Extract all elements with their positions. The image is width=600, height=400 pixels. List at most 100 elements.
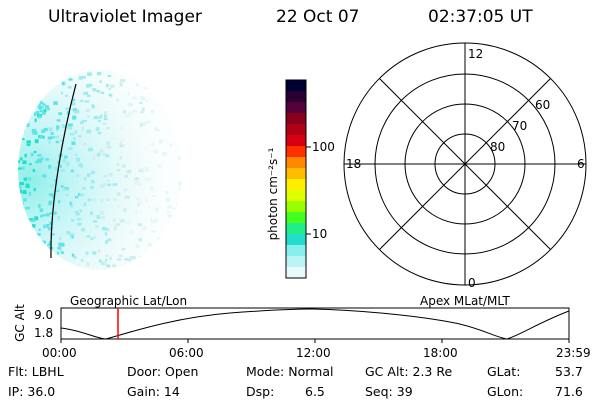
emission-speckle <box>124 195 130 199</box>
emission-speckle <box>79 209 82 213</box>
emission-speckle <box>35 111 40 115</box>
emission-speckle <box>36 233 41 237</box>
emission-speckle <box>159 139 163 144</box>
emission-speckle <box>85 251 89 255</box>
emission-speckle <box>145 198 148 202</box>
time-display: 02:37:05 UT <box>428 7 533 27</box>
emission-speckle <box>128 258 132 262</box>
emission-speckle <box>71 219 74 222</box>
emission-speckle <box>129 230 133 235</box>
emission-speckle <box>108 93 113 96</box>
emission-speckle <box>88 147 93 152</box>
emission-speckle <box>129 103 133 106</box>
emission-speckle <box>106 179 110 182</box>
emission-speckle <box>118 254 123 257</box>
emission-speckle <box>42 135 45 139</box>
emission-speckle <box>87 72 92 76</box>
emission-speckle <box>78 135 82 138</box>
status-ip: IP: 36.0 <box>8 384 56 399</box>
emission-speckle <box>25 206 30 210</box>
emission-speckle <box>132 109 137 113</box>
emission-speckle <box>119 156 122 160</box>
emission-speckle <box>89 185 94 189</box>
emission-speckle <box>106 264 111 268</box>
status-glon-label: GLon: <box>487 384 524 399</box>
emission-speckle <box>43 224 46 229</box>
date-display: 22 Oct 07 <box>276 7 360 27</box>
emission-speckle <box>37 154 42 157</box>
emission-speckle <box>40 214 43 218</box>
emission-speckle <box>79 193 84 197</box>
emission-speckle <box>116 258 122 261</box>
emission-speckle <box>23 177 28 181</box>
status-glat-label: GLat: <box>487 364 521 379</box>
emission-speckle <box>43 109 47 113</box>
emission-speckle <box>41 112 46 115</box>
emission-speckle <box>154 218 159 222</box>
emission-speckle <box>101 261 107 266</box>
emission-speckle <box>34 139 39 144</box>
emission-speckle <box>25 183 30 188</box>
emission-speckle <box>133 179 139 184</box>
colorbar-swatch <box>286 256 306 268</box>
emission-speckle <box>135 244 140 248</box>
timeline-ytick-bottom: 1.8 <box>34 326 54 340</box>
emission-speckle <box>55 140 59 144</box>
emission-speckle <box>56 125 60 130</box>
emission-speckle <box>100 184 103 188</box>
emission-speckle <box>38 228 41 231</box>
emission-speckle <box>48 127 53 132</box>
emission-speckle <box>109 94 113 98</box>
emission-speckle <box>166 210 170 213</box>
emission-speckle <box>127 91 130 96</box>
polar-lat-60: 60 <box>535 98 551 112</box>
emission-speckle <box>80 164 84 168</box>
emission-speckle <box>82 119 87 122</box>
emission-speckle <box>137 223 143 227</box>
emission-speckle <box>46 225 49 229</box>
emission-speckle <box>70 101 76 106</box>
status-dsp-value: 6.5 <box>305 384 325 399</box>
emission-speckle <box>106 145 112 149</box>
emission-speckle <box>121 164 126 168</box>
emission-speckle <box>71 235 74 239</box>
emission-speckle <box>51 194 55 198</box>
emission-speckle <box>80 99 84 103</box>
emission-speckle <box>90 211 93 215</box>
emission-speckle <box>26 140 31 144</box>
emission-speckle <box>124 257 129 262</box>
colorbar-swatch <box>286 234 306 246</box>
colorbar-swatch <box>286 91 306 103</box>
emission-speckle <box>47 136 53 140</box>
emission-speckle <box>138 102 143 105</box>
emission-speckle <box>100 149 104 153</box>
emission-speckle <box>39 110 43 113</box>
emission-speckle <box>141 226 147 230</box>
emission-speckle <box>31 128 37 133</box>
polar-lat-70: 70 <box>512 119 528 133</box>
emission-speckle <box>95 224 99 229</box>
emission-speckle <box>150 142 155 146</box>
emission-speckle <box>152 195 155 198</box>
emission-speckle <box>31 224 36 228</box>
emission-speckle <box>150 217 153 221</box>
emission-speckle <box>41 174 45 177</box>
emission-speckle <box>29 163 32 166</box>
emission-speckle <box>144 178 148 182</box>
emission-speckle <box>108 173 113 177</box>
emission-speckle <box>33 187 36 192</box>
emission-speckle <box>61 124 67 128</box>
emission-speckle <box>84 100 90 103</box>
emission-speckle <box>96 127 100 131</box>
timeline-xtick-1800: 18:00 <box>423 346 458 360</box>
emission-speckle <box>26 143 31 147</box>
emission-speckle <box>33 150 37 153</box>
colorbar-swatch <box>286 212 306 224</box>
emission-speckle <box>167 205 173 209</box>
colorbar-swatch <box>286 190 306 202</box>
emission-speckle <box>93 235 97 239</box>
emission-speckle <box>112 219 116 222</box>
emission-speckle <box>67 86 72 89</box>
emission-speckle <box>30 219 34 223</box>
